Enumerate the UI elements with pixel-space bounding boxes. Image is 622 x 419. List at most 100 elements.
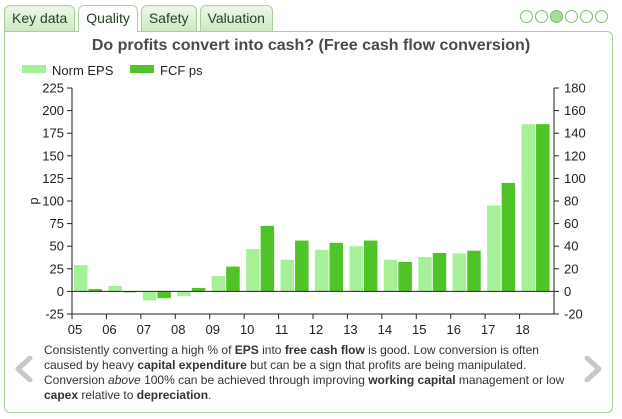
x-tick-label: 07 — [137, 322, 151, 337]
right-tick-label: 180 — [564, 81, 586, 96]
fcf-ps-bar — [260, 225, 275, 292]
right-tick-label: 120 — [564, 148, 586, 163]
caption-segment: relative to — [78, 388, 137, 402]
x-tick-label: 12 — [309, 322, 323, 337]
x-tick-label: 13 — [343, 322, 357, 337]
y-axis-label: p — [26, 197, 41, 204]
left-tick-label: 125 — [42, 171, 64, 186]
tab-bar: Key data Quality Safety Valuation — [4, 5, 276, 32]
x-tick-label: 16 — [446, 322, 460, 337]
norm-eps-bar — [280, 259, 295, 292]
caption-segment: is good. Low conversion is often caused … — [44, 343, 539, 372]
right-tick-label: 60 — [564, 216, 578, 231]
norm-eps-bar — [487, 205, 501, 292]
chart-description: Consistently converting a high % of EPS … — [44, 343, 574, 403]
norm-eps-bar — [315, 249, 329, 292]
norm-eps-bar — [211, 276, 226, 292]
legend-label-fcf-ps: FCF ps — [160, 63, 203, 78]
left-tick-label: 25 — [50, 261, 64, 276]
chart-title: Do profits convert into cash? (Free cash… — [91, 37, 531, 54]
norm-eps-bar — [418, 257, 432, 292]
right-tick-label: 140 — [564, 126, 586, 141]
left-tick-label: 175 — [42, 126, 64, 141]
caption-segment: management or low — [455, 373, 565, 387]
caption-segment: but can be a sign that profits are being… — [44, 358, 527, 387]
norm-eps-bar — [142, 291, 157, 301]
legend-swatch-fcf-ps — [130, 65, 154, 73]
norm-eps-bar — [452, 253, 467, 292]
right-tick-label: 40 — [564, 239, 578, 254]
fcf-ps-bar — [432, 252, 447, 292]
right-tick-label: -20 — [564, 307, 583, 322]
legend-label-norm-eps: Norm EPS — [52, 63, 114, 78]
fcf-ps-bar — [467, 250, 481, 292]
caption-segment: Consistently converting a high % of — [44, 343, 235, 357]
fcf-ps-bar — [536, 124, 550, 292]
x-tick-label: 15 — [412, 322, 426, 337]
x-tick-label: 18 — [515, 322, 529, 337]
page-dot[interactable] — [565, 10, 578, 23]
fcf-ps-bar — [329, 242, 343, 292]
tab-safety[interactable]: Safety — [140, 5, 197, 31]
caption-segment: above — [108, 373, 141, 387]
caption-segment: 100% can be achieved through improving — [140, 373, 369, 387]
chevron-left-icon[interactable] — [14, 356, 34, 382]
x-tick-label: 06 — [102, 322, 116, 337]
left-tick-label: 100 — [42, 194, 64, 209]
right-tick-label: 0 — [564, 284, 571, 299]
caption-segment: EPS — [234, 343, 259, 357]
page-dot[interactable] — [550, 10, 563, 23]
x-tick-label: 11 — [275, 322, 289, 337]
caption-segment: capex — [44, 388, 79, 402]
left-tick-label: 225 — [42, 81, 64, 96]
tab-valuation[interactable]: Valuation — [199, 5, 273, 31]
caption-segment: into — [258, 343, 285, 357]
left-tick-label: 75 — [50, 216, 64, 231]
norm-eps-bar — [177, 291, 191, 296]
norm-eps-bar — [108, 285, 122, 292]
norm-eps-bar — [246, 248, 260, 292]
right-tick-label: 100 — [564, 171, 586, 186]
right-tick-label: 160 — [564, 103, 586, 118]
x-tick-label: 17 — [481, 322, 495, 337]
fcf-ps-bar — [363, 240, 378, 292]
norm-eps-bar — [74, 265, 88, 292]
x-tick-label: 08 — [171, 322, 185, 337]
fcf-ps-bar — [501, 182, 516, 292]
right-tick-label: 20 — [564, 261, 578, 276]
norm-eps-bar — [383, 259, 398, 292]
caption-segment: depreciation — [136, 388, 209, 402]
x-tick-label: 09 — [205, 322, 219, 337]
left-tick-label: 0 — [57, 284, 64, 299]
page-indicator — [520, 10, 610, 23]
caption-segment: capital expenditure — [137, 358, 247, 372]
legend-swatch-norm-eps — [22, 65, 46, 73]
left-tick-label: -25 — [45, 307, 64, 322]
fcf-ps-bar — [157, 291, 171, 299]
left-tick-label: 150 — [42, 148, 64, 163]
fcf-ps-bar — [295, 240, 309, 292]
fcf-ps-bar — [226, 266, 240, 292]
page-dot[interactable] — [535, 10, 548, 23]
left-tick-label: 200 — [42, 103, 64, 118]
tab-quality[interactable]: Quality — [78, 5, 138, 32]
x-tick-label: 05 — [68, 322, 82, 337]
tab-key-data[interactable]: Key data — [4, 5, 76, 31]
fcf-ps-bar — [88, 289, 102, 292]
x-tick-label: 10 — [240, 322, 254, 337]
caption-segment: working capital — [368, 373, 456, 387]
norm-eps-bar — [349, 246, 363, 292]
fcf-ps-bar — [191, 288, 206, 292]
right-tick-label: 80 — [564, 194, 578, 209]
page-dot[interactable] — [520, 10, 533, 23]
chevron-right-icon[interactable] — [583, 356, 603, 382]
left-tick-label: 50 — [50, 239, 64, 254]
norm-eps-bar — [521, 124, 536, 292]
caption-segment: . — [208, 388, 212, 402]
x-tick-label: 14 — [378, 322, 392, 337]
page-dot[interactable] — [580, 10, 593, 23]
page-dot[interactable] — [595, 10, 608, 23]
caption-segment: free cash flow — [284, 343, 365, 357]
fcf-ps-bar — [398, 262, 412, 292]
